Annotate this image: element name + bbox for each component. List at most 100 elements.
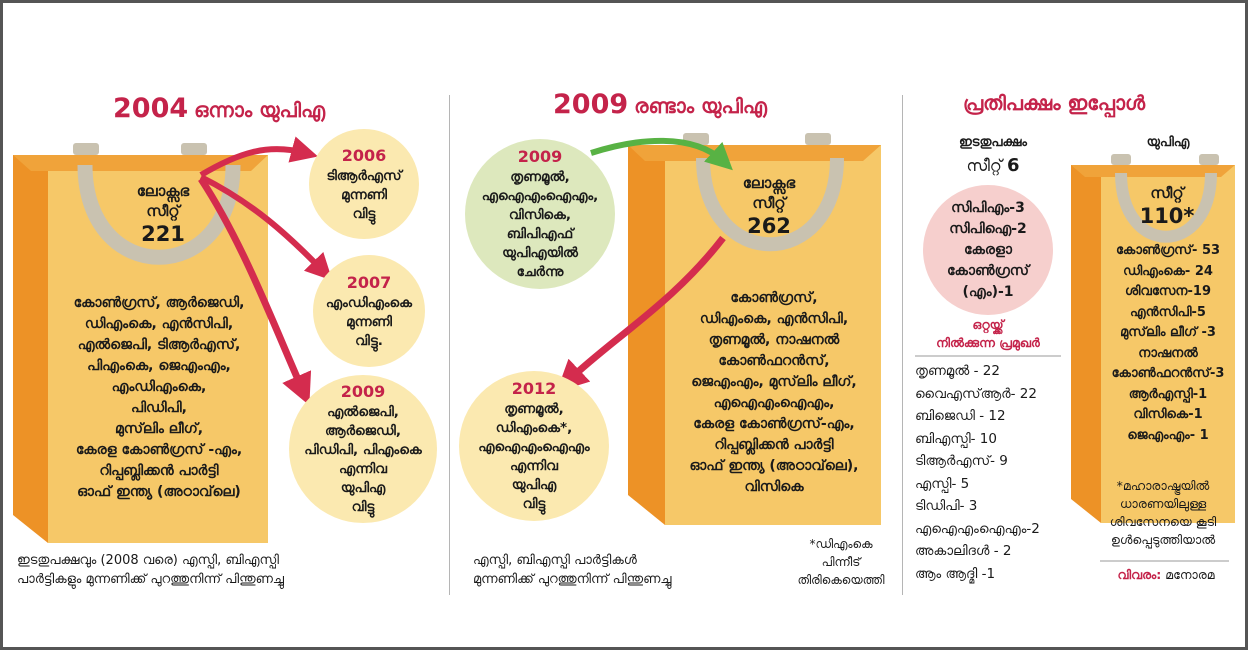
footnote-line: ശിവസേനയെ കൂടി bbox=[1109, 514, 1217, 529]
party-list-2004: കോൺഗ്രസ്, ആർജെഡി, ഡിഎംകെ, എൻസിപി, എൽജെപി… bbox=[53, 293, 265, 503]
exit-line: തൃണമൂൽ, bbox=[504, 401, 564, 417]
upa-seat-count: 110* bbox=[1139, 204, 1195, 228]
arrow-2007 bbox=[199, 174, 333, 281]
exit-line: എംഡിഎംകെ bbox=[325, 294, 413, 311]
upa-party: ജെഎംഎം- 1 bbox=[1127, 427, 1209, 443]
party-line: കോൺഗ്രസ്, bbox=[730, 290, 818, 306]
join-line: ബിപിഎഫ് bbox=[506, 226, 574, 242]
seat-label-2004-a: ലോക്സഭ bbox=[136, 182, 190, 200]
join-year-2009: 2009 bbox=[517, 147, 563, 166]
footnote-line: *മഹാരാഷ്ട്രയിൽ bbox=[1116, 478, 1210, 493]
note-line: എസ്പി, ബിഎസ്പി പാർട്ടികൾ bbox=[473, 553, 637, 568]
upa-party: കോൺഗ്രസ്- 53 bbox=[1115, 243, 1221, 258]
left-party: സിപിഎം-3 bbox=[951, 199, 1025, 216]
seat-box-2004: ലോക്സഭ സീറ്റ് 221 bbox=[103, 181, 223, 247]
footnote-line: *ഡിഎംകെ bbox=[809, 537, 873, 551]
party-line: പിഎംകെ, ജെഎംഎം, bbox=[87, 358, 231, 374]
upa-party: മുസ്‌ലിം ലീഗ് -3 bbox=[1120, 325, 1216, 340]
exit-circle-2006: 2006 ടിആർഎസ് മുന്നണി വിട്ടു bbox=[309, 129, 419, 239]
solo-heading-line-1: ഒറ്റയ്ക്ക് bbox=[972, 317, 1004, 332]
seat-label-2009-a: ലോക്സഭ bbox=[742, 174, 796, 192]
join-line: വിസികെ, bbox=[508, 207, 572, 223]
exit-line: യുപിഎ bbox=[511, 477, 557, 493]
seat-box-2009: ലോക്സഭ സീറ്റ് 262 bbox=[708, 173, 830, 239]
party-line: ജെഎംഎം, മുസ്‌ലിം ലീഗ്, bbox=[691, 374, 857, 390]
note-2004: ഇടതുപക്ഷവും (2008 വരെ) എസ്പി, ബിഎസ്പി പാ… bbox=[17, 551, 437, 589]
title-2004-heading: ഒന്നാം യുപിഎ bbox=[194, 98, 326, 122]
solo-party-list: തൃണമൂൽ - 22 വൈഎസ്ആർ- 22 ബിജെഡി - 12 ബിഎസ… bbox=[915, 360, 1040, 585]
solo-party: എസ്പി- 5 bbox=[915, 475, 970, 492]
upa-party: ആർഎസ്പി-1 bbox=[1128, 386, 1208, 402]
party-line: ഡിഎംകെ, എൻസിപി, bbox=[84, 316, 234, 332]
solo-party: ടിഡിപി- 3 bbox=[915, 498, 978, 514]
solo-party: വൈഎസ്ആർ- 22 bbox=[915, 385, 1037, 402]
left-seat-box: സീറ്റ് 6 bbox=[933, 155, 1053, 176]
exit-circle-2007: 2007 എംഡിഎംകെ മുന്നണി വിട്ടു. bbox=[313, 255, 425, 367]
exit-line: വിട്ടു bbox=[522, 496, 546, 512]
solo-party: എഐഎംഐഎം-2 bbox=[915, 520, 1040, 537]
exit-line: പിഡിപി, പിഎംകെ bbox=[304, 442, 422, 458]
title-now: പ്രതിപക്ഷം ഇപ്പോൾ bbox=[963, 91, 1146, 115]
solo-heading-line-2: നിൽക്കുന്ന പ്രമുഖർ bbox=[936, 335, 1040, 350]
exit-circle-2009: 2009 എൽജെപി, ആർജെഡി, പിഡിപി, പിഎംകെ എന്ന… bbox=[289, 375, 437, 523]
exit-line: മുന്നണി bbox=[346, 313, 392, 330]
divider-2 bbox=[902, 95, 903, 595]
join-line: യുപിഎയിൽ bbox=[502, 245, 578, 261]
seat-count-2004: 221 bbox=[141, 222, 185, 246]
upa-label: യുപിഎ bbox=[1146, 135, 1190, 150]
party-line: കോൺഫറൻസ്, bbox=[718, 353, 830, 369]
footnote-line: ധാരണയിലുള്ള bbox=[1119, 496, 1207, 511]
party-line: പിഡിപി, bbox=[131, 400, 187, 416]
footnote-line: തിരികെയെത്തി bbox=[797, 573, 885, 587]
solo-party: ബിഎസ്പി- 10 bbox=[915, 430, 997, 447]
footnote-line: ഉൾപ്പെടുത്തിയാൽ bbox=[1110, 532, 1216, 547]
party-line: വിസികെ bbox=[744, 479, 804, 495]
party-list-2009: കോൺഗ്രസ്, ഡിഎംകെ, എൻസിപി, തൃണമൂൽ, നാഷനൽ … bbox=[667, 288, 881, 498]
party-line: റിപ്പബ്ലിക്കൻ പാർട്ടി bbox=[99, 463, 219, 479]
exit-line: വിട്ടു bbox=[351, 499, 375, 515]
upa-seat-box: സീറ്റ് 110* bbox=[1123, 183, 1211, 229]
left-seat-label: സീറ്റ് bbox=[966, 156, 1002, 175]
party-line: ഓഫ് ഇന്ത്യ (അഠാവ്‌ലെ), bbox=[689, 458, 859, 474]
exit-line: എന്നിവ bbox=[338, 461, 388, 477]
divider-1 bbox=[449, 95, 450, 595]
upa-party-list: കോൺഗ്രസ്- 53 ഡിഎംകെ- 24 ശിവസേന-19 എൻസിപി… bbox=[1101, 241, 1235, 446]
exit-line: എൽജെപി, bbox=[327, 404, 399, 420]
exit-line: എന്നിവ bbox=[509, 458, 559, 474]
upa-footnote: *മഹാരാഷ്ട്രയിൽ ധാരണയിലുള്ള ശിവസേനയെ കൂടി… bbox=[1083, 477, 1243, 549]
solo-heading: ഒറ്റയ്ക്ക് നിൽക്കുന്ന പ്രമുഖർ bbox=[913, 316, 1063, 352]
arrow-2012 bbox=[556, 235, 726, 392]
join-line: തൃണമൂൽ, bbox=[510, 169, 570, 185]
party-line: കേരള കോൺഗ്രസ്-എം, bbox=[693, 416, 855, 432]
party-line: ഡിഎംകെ, എൻസിപി, bbox=[699, 311, 849, 327]
note-line: മുന്നണിക്ക് പുറത്തുനിന്ന് പിന്തുണച്ചു bbox=[473, 572, 672, 587]
graphics-layer bbox=[13, 133, 1235, 562]
bag-upa-now bbox=[1071, 154, 1235, 523]
exit-line: വിട്ടു. bbox=[355, 332, 383, 349]
solo-party: ബിജെഡി - 12 bbox=[915, 408, 1006, 424]
party-line: എംഡിഎംകെ, bbox=[111, 379, 207, 395]
title-2009-year: 2009 bbox=[553, 89, 629, 120]
arrow-2009-join bbox=[590, 137, 733, 171]
credit-label: വിവരം: bbox=[1117, 567, 1162, 582]
exit-line: ആർജെഡി, bbox=[325, 423, 401, 439]
bag-2004 bbox=[13, 143, 268, 543]
left-seat-count: 6 bbox=[1007, 155, 1020, 176]
party-line: എൽജെപി, ടിആർഎസ്, bbox=[77, 337, 241, 353]
upa-party: വിസികെ-1 bbox=[1133, 407, 1203, 422]
exit-circle-2012: 2012 തൃണമൂൽ, ഡിഎംകെ*, എഐഎംഐഎം എന്നിവ യുപ… bbox=[459, 371, 609, 521]
solo-party: അകാലിദൾ - 2 bbox=[915, 543, 1012, 559]
upa-seat-label: സീറ്റ് bbox=[1150, 184, 1184, 202]
exit-year-2012: 2012 bbox=[511, 379, 557, 398]
left-party: കേരളാ bbox=[964, 241, 1012, 258]
exit-line: ടിആർഎസ് bbox=[326, 167, 402, 184]
note-line: പാർട്ടികളും മുന്നണിക്ക് പുറത്തുനിന്ന് പി… bbox=[17, 572, 284, 587]
party-line: എഐഎംഐഎം, bbox=[713, 395, 835, 411]
party-line: ഓഫ് ഇന്ത്യ (അഠാവ്‌ലെ) bbox=[77, 484, 241, 500]
left-party: സിപിഐ-2 bbox=[949, 220, 1027, 237]
upa-party: നാഷനൽ bbox=[1138, 345, 1198, 361]
note-line: ഇടതുപക്ഷവും (2008 വരെ) എസ്പി, ബിഎസ്പി bbox=[17, 553, 279, 568]
exit-line: എഐഎംഐഎം bbox=[478, 439, 590, 455]
title-2009: 2009 രണ്ടാം യുപിഎ bbox=[553, 89, 767, 120]
exit-line: വിട്ടു bbox=[352, 205, 376, 222]
